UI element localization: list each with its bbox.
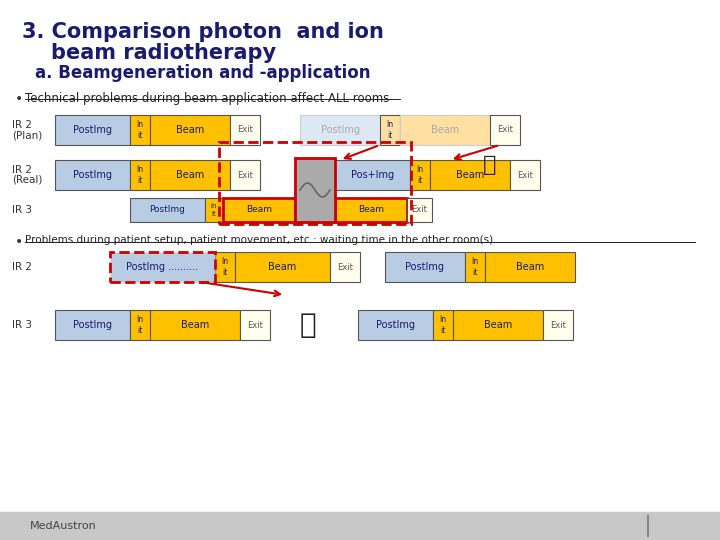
FancyBboxPatch shape bbox=[358, 310, 433, 340]
Text: Problems during patient setup, patient movement, etc.: waiting time in the other: Problems during patient setup, patient m… bbox=[25, 235, 493, 245]
Text: •: • bbox=[15, 235, 23, 249]
Text: 3. Comparison photon  and ion: 3. Comparison photon and ion bbox=[22, 22, 384, 42]
Text: Beam: Beam bbox=[456, 170, 484, 180]
Text: Exit: Exit bbox=[237, 125, 253, 134]
FancyBboxPatch shape bbox=[400, 115, 490, 145]
Text: IR 3: IR 3 bbox=[12, 205, 32, 215]
Text: (Plan): (Plan) bbox=[12, 130, 42, 140]
Text: Beam: Beam bbox=[358, 206, 384, 214]
Text: Pos: Pos bbox=[309, 170, 326, 180]
Text: PostImg ..........: PostImg .......... bbox=[126, 262, 198, 272]
FancyBboxPatch shape bbox=[433, 310, 453, 340]
Text: Beam: Beam bbox=[516, 262, 544, 272]
Text: a. Beamgeneration and -application: a. Beamgeneration and -application bbox=[35, 64, 371, 82]
Text: beam radiotherapy: beam radiotherapy bbox=[22, 43, 276, 63]
Text: MedAustron: MedAustron bbox=[30, 521, 96, 531]
Text: Beam: Beam bbox=[176, 125, 204, 135]
FancyBboxPatch shape bbox=[300, 115, 380, 145]
FancyBboxPatch shape bbox=[130, 115, 150, 145]
Text: IR 2: IR 2 bbox=[12, 262, 32, 272]
FancyBboxPatch shape bbox=[205, 198, 223, 222]
Text: Exit: Exit bbox=[517, 171, 533, 179]
FancyBboxPatch shape bbox=[510, 160, 540, 190]
FancyBboxPatch shape bbox=[55, 160, 130, 190]
FancyBboxPatch shape bbox=[407, 198, 432, 222]
Text: Exit: Exit bbox=[247, 321, 263, 329]
Text: In
it: In it bbox=[136, 315, 143, 335]
FancyBboxPatch shape bbox=[223, 198, 295, 222]
FancyBboxPatch shape bbox=[150, 115, 230, 145]
FancyBboxPatch shape bbox=[110, 252, 215, 282]
Text: PostImg: PostImg bbox=[73, 170, 112, 180]
Text: Exit: Exit bbox=[497, 125, 513, 134]
FancyBboxPatch shape bbox=[130, 160, 150, 190]
FancyBboxPatch shape bbox=[55, 115, 130, 145]
FancyBboxPatch shape bbox=[490, 115, 520, 145]
Text: In
it: In it bbox=[211, 204, 217, 217]
Text: ⏱: ⏱ bbox=[300, 311, 316, 339]
Text: In
it: In it bbox=[416, 165, 423, 185]
FancyBboxPatch shape bbox=[330, 252, 360, 282]
Text: Exit: Exit bbox=[412, 206, 428, 214]
Text: PostImg: PostImg bbox=[150, 206, 186, 214]
FancyBboxPatch shape bbox=[335, 160, 410, 190]
Text: (Real): (Real) bbox=[12, 175, 42, 185]
Text: Exit: Exit bbox=[550, 321, 566, 329]
FancyBboxPatch shape bbox=[543, 310, 573, 340]
FancyBboxPatch shape bbox=[385, 252, 465, 282]
Text: Beam: Beam bbox=[431, 125, 459, 135]
Text: Technical problems during beam application affect ALL rooms: Technical problems during beam applicati… bbox=[25, 92, 390, 105]
FancyBboxPatch shape bbox=[335, 198, 407, 222]
Text: Exit: Exit bbox=[237, 171, 253, 179]
Text: PostImg: PostImg bbox=[376, 320, 415, 330]
Text: Exit: Exit bbox=[337, 262, 353, 272]
FancyBboxPatch shape bbox=[215, 252, 235, 282]
Text: In
it: In it bbox=[222, 257, 228, 276]
Text: IR 2: IR 2 bbox=[12, 165, 32, 175]
FancyBboxPatch shape bbox=[380, 115, 400, 145]
Text: In
it: In it bbox=[439, 315, 446, 335]
Text: IR 3: IR 3 bbox=[12, 320, 32, 330]
Text: Beam: Beam bbox=[176, 170, 204, 180]
FancyBboxPatch shape bbox=[465, 252, 485, 282]
FancyBboxPatch shape bbox=[230, 160, 260, 190]
FancyBboxPatch shape bbox=[453, 310, 543, 340]
Text: PostImg: PostImg bbox=[405, 262, 444, 272]
Text: PostImg: PostImg bbox=[320, 125, 359, 135]
FancyBboxPatch shape bbox=[230, 115, 260, 145]
Text: ⌛: ⌛ bbox=[483, 155, 497, 175]
Text: Beam: Beam bbox=[246, 206, 272, 214]
Text: In
it: In it bbox=[387, 120, 394, 140]
FancyBboxPatch shape bbox=[235, 252, 330, 282]
FancyBboxPatch shape bbox=[240, 310, 270, 340]
Text: Beam: Beam bbox=[484, 320, 512, 330]
Text: Beam: Beam bbox=[181, 320, 209, 330]
FancyBboxPatch shape bbox=[410, 160, 430, 190]
FancyBboxPatch shape bbox=[150, 310, 240, 340]
FancyBboxPatch shape bbox=[130, 310, 150, 340]
Text: PostImg: PostImg bbox=[73, 320, 112, 330]
Text: •: • bbox=[15, 92, 23, 106]
FancyBboxPatch shape bbox=[430, 160, 510, 190]
Text: In
it: In it bbox=[136, 120, 143, 140]
FancyBboxPatch shape bbox=[295, 158, 335, 222]
FancyBboxPatch shape bbox=[150, 160, 230, 190]
Text: Pos+Img: Pos+Img bbox=[351, 170, 394, 180]
FancyBboxPatch shape bbox=[130, 198, 205, 222]
FancyBboxPatch shape bbox=[300, 160, 335, 190]
Text: In
it: In it bbox=[136, 165, 143, 185]
FancyBboxPatch shape bbox=[485, 252, 575, 282]
Text: IR 2: IR 2 bbox=[12, 120, 32, 130]
Text: Beam: Beam bbox=[269, 262, 297, 272]
Text: In
it: In it bbox=[472, 257, 479, 276]
FancyBboxPatch shape bbox=[55, 310, 130, 340]
Text: PostImg: PostImg bbox=[73, 125, 112, 135]
